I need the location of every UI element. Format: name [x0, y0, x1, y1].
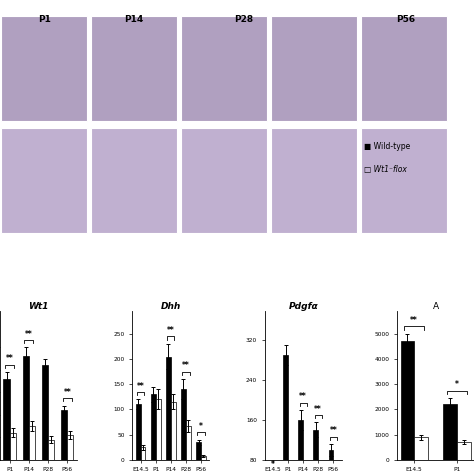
Bar	[298, 420, 303, 474]
Bar	[181, 17, 267, 121]
Text: **: **	[299, 392, 307, 401]
Text: *: *	[271, 460, 275, 469]
Title: Wt1: Wt1	[28, 302, 49, 311]
Bar	[181, 128, 267, 233]
Text: **: **	[182, 361, 190, 370]
Text: ■ Wild-type: ■ Wild-type	[364, 142, 410, 151]
Text: □ Wt1⁻flox: □ Wt1⁻flox	[364, 164, 407, 173]
Bar	[271, 17, 357, 121]
Bar	[42, 365, 48, 460]
Bar	[136, 404, 141, 460]
Bar	[271, 128, 357, 233]
Bar	[29, 426, 35, 460]
Bar	[186, 426, 191, 460]
Bar	[201, 456, 206, 460]
Text: P28: P28	[235, 15, 254, 24]
Bar	[3, 379, 9, 460]
Bar	[61, 410, 67, 460]
Bar	[151, 394, 156, 460]
Text: **: **	[6, 354, 14, 363]
Bar	[166, 356, 171, 460]
Text: P14: P14	[125, 15, 144, 24]
Bar	[23, 356, 29, 460]
Text: P56: P56	[396, 15, 415, 24]
Text: **: **	[137, 382, 145, 391]
Bar	[91, 17, 177, 121]
Bar	[1, 17, 87, 121]
Bar	[361, 17, 447, 121]
Text: **: **	[25, 329, 33, 338]
Text: **: **	[410, 316, 418, 325]
Bar	[443, 404, 457, 460]
Text: *: *	[199, 422, 203, 431]
Bar	[1, 128, 87, 233]
Bar	[401, 341, 414, 460]
Bar	[414, 437, 428, 460]
Title: A: A	[432, 302, 438, 311]
Bar	[196, 442, 201, 460]
Text: P1: P1	[37, 15, 51, 24]
Bar	[48, 439, 54, 460]
Bar	[156, 400, 161, 460]
Bar	[67, 435, 73, 460]
Bar	[361, 128, 447, 233]
Bar	[91, 128, 177, 233]
Bar	[9, 433, 16, 460]
Bar	[313, 430, 318, 474]
Bar	[171, 402, 176, 460]
Title: Dhh: Dhh	[161, 302, 181, 311]
Text: **: **	[167, 326, 175, 335]
Text: **: **	[329, 427, 337, 436]
Bar	[141, 447, 146, 460]
Text: *: *	[455, 380, 459, 389]
Bar	[181, 389, 186, 460]
Bar	[457, 442, 471, 460]
Text: **: **	[64, 388, 71, 397]
Title: Pdgfα: Pdgfα	[288, 302, 318, 311]
Bar	[328, 450, 333, 474]
Text: **: **	[314, 405, 322, 414]
Bar	[283, 355, 288, 474]
